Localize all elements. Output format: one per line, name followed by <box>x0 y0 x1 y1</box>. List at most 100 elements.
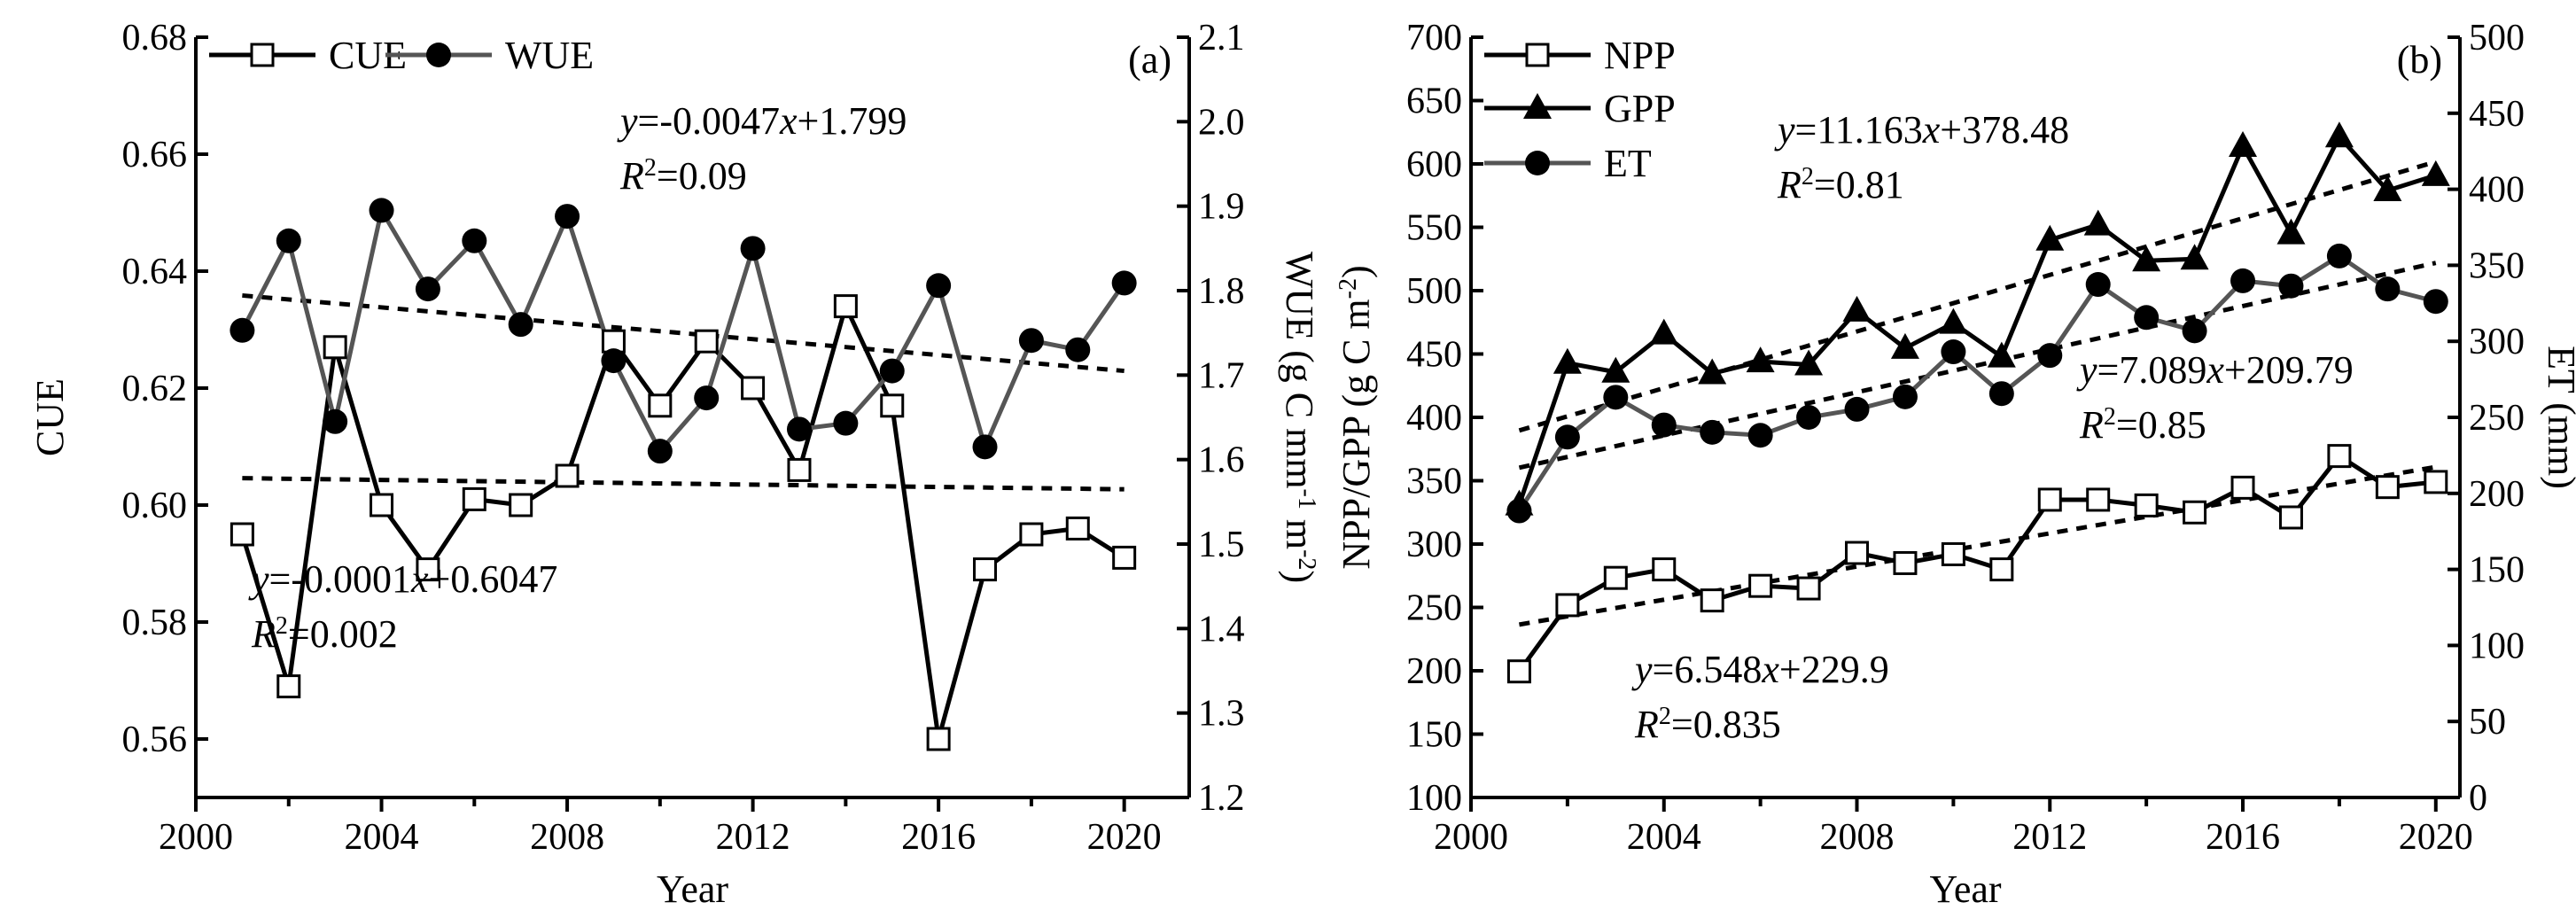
data-point-gpp <box>2083 209 2113 236</box>
data-point-cue <box>509 493 533 517</box>
equation-char: 7 <box>538 557 557 601</box>
equation-char: 7 <box>848 99 868 143</box>
equation-char: x <box>1761 648 1779 691</box>
r-symbol: R <box>1777 163 1802 206</box>
legend-marker-npp <box>1525 43 1550 67</box>
right-tick-label: 1.3 <box>1198 694 1245 735</box>
title-part: m <box>1278 510 1321 549</box>
r-symbol: R <box>619 154 644 198</box>
equation-char: = <box>1653 648 1675 691</box>
equation-char: 6 <box>1674 648 1693 691</box>
data-point-npp <box>1748 573 1773 598</box>
superscript-2: 2 <box>644 154 657 182</box>
equation-char: . <box>2138 348 2148 392</box>
right-tick-label: 250 <box>2469 398 2525 439</box>
right-tick-label: 1.6 <box>1198 440 1245 481</box>
left-tick-label: 650 <box>1406 82 1462 122</box>
x-tick-label: 2012 <box>716 817 790 858</box>
data-point-wue <box>879 358 905 384</box>
right-tick-label: 1.2 <box>1198 778 1245 819</box>
left-tick-label: 100 <box>1406 778 1462 819</box>
data-point-gpp <box>2373 175 2402 202</box>
series-line-wue <box>240 204 1126 455</box>
data-point-cue <box>555 463 580 488</box>
equation-char: x <box>779 99 798 143</box>
data-point-npp <box>1941 541 1965 566</box>
data-point-wue <box>601 348 626 374</box>
data-point-et <box>2182 318 2207 344</box>
data-point-wue <box>740 236 766 261</box>
left-tick-label: 300 <box>1406 525 1462 565</box>
data-point-npp <box>1845 541 1870 565</box>
right-tick-label: 1.5 <box>1198 525 1245 565</box>
left-tick-label: 150 <box>1406 715 1462 756</box>
equation-char: 0 <box>702 99 721 143</box>
right-tick-label: 300 <box>2469 322 2525 362</box>
title-part: WUE (g C mm <box>1278 252 1321 489</box>
equation-npp: y=6.548x+229.9 <box>1631 648 1889 691</box>
equation-char: 6 <box>479 557 499 601</box>
data-point-et <box>2085 272 2111 298</box>
data-point-et <box>2037 343 2063 369</box>
r-symbol: R <box>1634 703 1659 746</box>
panel-label: (b) <box>2397 38 2442 82</box>
equation-char: 1 <box>1864 108 1884 152</box>
equation-char: 9 <box>1870 648 1889 691</box>
left-tick-label: 450 <box>1406 335 1462 376</box>
equation-char: = <box>638 99 660 143</box>
equation-char: 1 <box>1835 108 1855 152</box>
data-point-npp <box>2230 475 2255 500</box>
left-tick-label: 500 <box>1406 271 1462 312</box>
data-point-cue <box>370 493 394 517</box>
equation-char: 1 <box>819 99 838 143</box>
data-point-cue <box>973 557 998 582</box>
legend-marker-cue <box>250 43 275 67</box>
data-point-cue <box>1112 545 1137 570</box>
data-point-wue <box>647 439 673 464</box>
equation-char: . <box>1693 648 1703 691</box>
right-tick-label: 100 <box>2469 626 2525 666</box>
legend-marker-gpp <box>1523 93 1552 119</box>
data-point-npp <box>1506 659 1531 684</box>
equation-char: 9 <box>868 99 887 143</box>
data-point-wue <box>276 228 301 253</box>
right-tick-label: 450 <box>2469 94 2525 135</box>
data-point-npp <box>2278 505 2303 530</box>
panel-b: 1001502002503003504004505005506006507000… <box>1335 18 2576 911</box>
equation-char: 7 <box>760 99 780 143</box>
data-point-et <box>1651 412 1677 438</box>
equation-char: 0 <box>2148 348 2167 392</box>
equation-gpp: y=11.163x+378.48 <box>1774 108 2069 152</box>
equation-char: 3 <box>1903 108 1923 152</box>
left-tick-label: 0.62 <box>122 369 188 409</box>
equation-char: 1 <box>1817 108 1834 152</box>
equation-char: . <box>323 557 333 601</box>
data-point-et <box>1892 384 1918 409</box>
equation-char: 4 <box>518 557 538 601</box>
x-tick-label: 2016 <box>2206 817 2280 858</box>
legend-label: NPP <box>1604 34 1676 77</box>
right-tick-label: 200 <box>2469 474 2525 515</box>
left-tick-label: 0.68 <box>122 18 188 58</box>
equation-char: 7 <box>2119 348 2138 392</box>
equation-char: 0 <box>721 99 741 143</box>
r-squared-npp: R2=0.835 <box>1634 703 1781 747</box>
data-point-npp <box>1700 588 1724 613</box>
title-part: ) <box>1335 265 1378 278</box>
equation-char: 0 <box>673 99 692 143</box>
r-squared-et: R2=0.85 <box>2079 403 2206 447</box>
legend-label: ET <box>1604 142 1652 185</box>
trend-line-wue <box>242 292 1125 374</box>
data-point-npp <box>1893 550 1918 575</box>
right-axis-title: ET (mm) <box>2540 346 2576 489</box>
equation-char: 1 <box>392 557 411 601</box>
data-point-wue <box>1018 328 1044 354</box>
trend-line-cue <box>242 476 1125 492</box>
equation-char: y <box>617 99 638 143</box>
data-point-gpp <box>2421 159 2450 186</box>
equation-char: 2 <box>1802 648 1821 691</box>
right-tick-label: 2.0 <box>1198 102 1245 143</box>
equation-char: 9 <box>887 99 907 143</box>
r2-value: =0.85 <box>2116 403 2206 447</box>
data-point-gpp <box>1649 318 1678 345</box>
